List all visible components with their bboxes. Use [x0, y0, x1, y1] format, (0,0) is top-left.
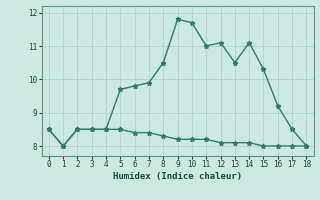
- X-axis label: Humidex (Indice chaleur): Humidex (Indice chaleur): [113, 172, 242, 181]
